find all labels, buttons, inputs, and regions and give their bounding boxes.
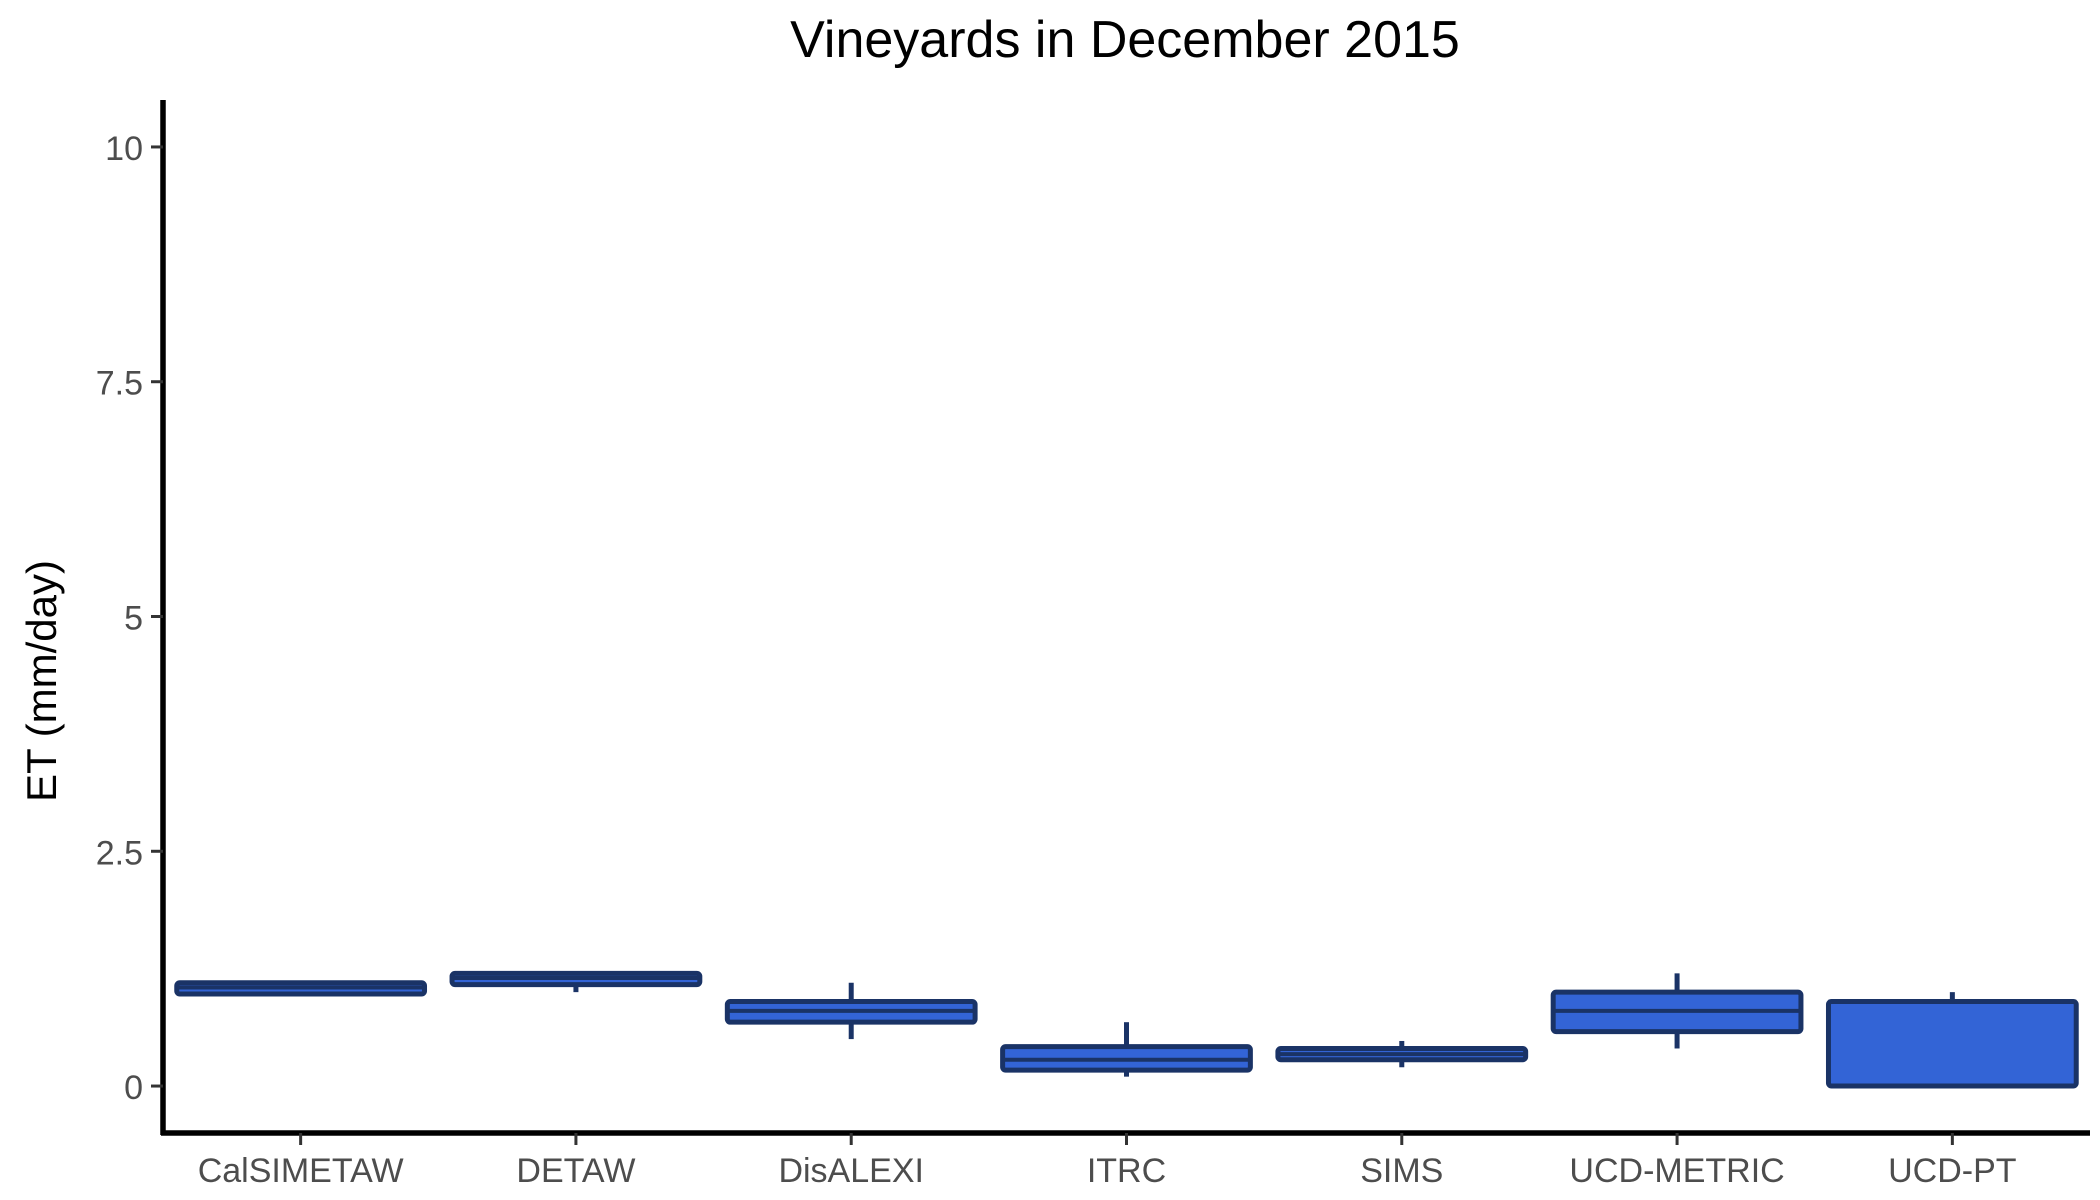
y-tick-label: 2.5 [96, 834, 143, 872]
box-ucd-pt [1825, 999, 2079, 1089]
x-tick-label: ITRC [1087, 1152, 1166, 1190]
x-tick-label: UCD-PT [1888, 1152, 2016, 1190]
y-tick-label: 7.5 [96, 365, 143, 403]
x-tick-label: DETAW [516, 1152, 635, 1190]
chart-title: Vineyards in December 2015 [790, 11, 1460, 69]
y-tick-label: 0 [124, 1069, 143, 1107]
y-tick-label: 5 [124, 600, 143, 638]
x-tick-label: SIMS [1360, 1152, 1443, 1190]
x-tick-label: UCD-METRIC [1569, 1152, 1784, 1190]
x-tick-label: CalSIMETAW [198, 1152, 404, 1190]
x-tick-label: DisALEXI [778, 1152, 924, 1190]
y-tick-label: 10 [105, 130, 143, 168]
